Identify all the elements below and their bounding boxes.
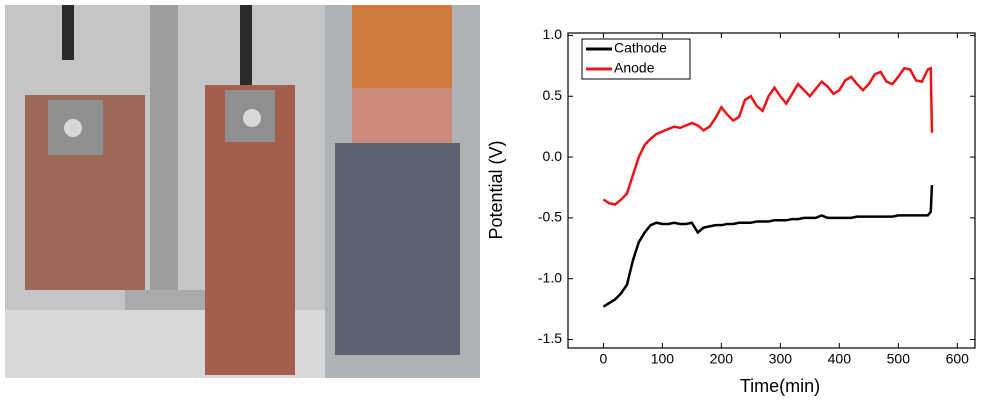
y-tick-label: 1.0 (543, 26, 563, 42)
line-series (603, 68, 932, 204)
x-tick-label: 500 (887, 351, 911, 367)
y-axis-label: Potential (V) (486, 140, 506, 239)
rod (150, 5, 178, 305)
figure: Time(min) Potential (V) 0 100 200 300 400 500… (0, 0, 981, 404)
y-tick-label: -1.0 (538, 269, 562, 285)
legend-label: Anode (614, 60, 655, 76)
deposit (335, 143, 460, 355)
cable (62, 5, 74, 60)
y-tick-label: 0.0 (543, 148, 563, 164)
x-tick-label: 200 (710, 351, 734, 367)
x-tick-label: 400 (828, 351, 852, 367)
screw (64, 119, 82, 137)
y-tick-label: -1.5 (538, 330, 562, 346)
electrode-middle (352, 88, 452, 143)
x-axis-label: Time(min) (740, 376, 820, 396)
cable (240, 5, 252, 85)
chart: Time(min) Potential (V) 0 100 200 300 400 500… (486, 26, 975, 396)
x-tick-label: 600 (946, 351, 970, 367)
electrode-top (352, 5, 452, 90)
screw (243, 109, 261, 127)
y-tick-label: 0.5 (543, 87, 563, 103)
x-tick-label: 0 (599, 351, 607, 367)
x-tick-label: 300 (769, 351, 793, 367)
legend-label: Cathode (614, 40, 667, 56)
photo (5, 5, 480, 378)
y-tick-label: -0.5 (538, 209, 562, 225)
x-tick-label: 100 (651, 351, 675, 367)
line-series (603, 185, 932, 307)
